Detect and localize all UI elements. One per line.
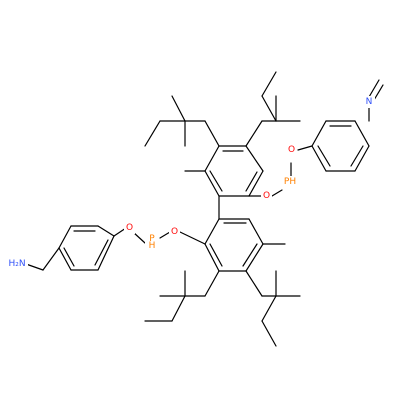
oxygen-atom: O: [261, 190, 272, 202]
atom-label-o3: O: [171, 227, 178, 237]
bond: [311, 145, 327, 172]
bond: [25, 263, 44, 271]
atom-label-p2-h: H: [149, 241, 156, 251]
bond: [204, 145, 220, 172]
bond: [261, 320, 277, 347]
bond: [179, 231, 206, 245]
bond: [171, 295, 186, 322]
bond: [204, 270, 220, 297]
bond: [245, 120, 263, 147]
bond: [368, 79, 380, 98]
bond: [204, 120, 220, 147]
oxygen-atom: O: [286, 144, 297, 156]
bond: [204, 243, 220, 272]
bond: [261, 71, 277, 97]
bond: [63, 247, 75, 267]
phosphorus-atom: PH: [280, 176, 300, 188]
bond: [242, 243, 258, 267]
bond: [245, 145, 264, 172]
bond: [97, 235, 115, 271]
atom-label-o4: O: [126, 223, 133, 233]
bond: [261, 295, 277, 322]
phosphorus-atom: P H: [145, 234, 159, 251]
bond: [42, 247, 60, 271]
atom-label-p2: P: [149, 234, 155, 244]
bond: [373, 84, 384, 101]
atom-label-n-amine: H₂N: [8, 259, 25, 269]
bond: [248, 218, 264, 245]
bond: [209, 243, 223, 267]
bond: [245, 171, 258, 192]
bond: [94, 239, 109, 266]
bond-lines: [25, 71, 384, 347]
bond: [311, 120, 327, 147]
bond: [58, 225, 72, 249]
bond: [271, 189, 283, 197]
bond: [261, 95, 277, 122]
atom-label-n-imine: N: [366, 97, 373, 107]
bond: [171, 95, 186, 122]
oxygen-atom: O: [169, 226, 180, 238]
atom-label-o1: O: [263, 191, 270, 201]
bond: [204, 170, 220, 197]
bond: [204, 218, 220, 245]
bond: [144, 120, 161, 147]
bond: [248, 170, 264, 197]
oxygen-atom: O: [124, 222, 135, 234]
atom-label-o2: O: [288, 145, 295, 155]
bond: [209, 170, 223, 192]
bond: [297, 145, 313, 151]
bond: [245, 243, 264, 272]
bond: [350, 145, 364, 167]
nitrogen-atom: N: [363, 96, 375, 108]
bond: [354, 120, 370, 147]
atom-label-p1: PH: [284, 177, 296, 187]
atom-labels: O PH O O P H O N H₂N: [6, 96, 375, 270]
bond: [354, 145, 370, 172]
bond: [97, 225, 115, 237]
bond: [245, 270, 263, 297]
bond: [159, 231, 171, 239]
bond: [317, 145, 331, 167]
bond: [58, 247, 72, 271]
amine-group: H₂N: [6, 258, 28, 270]
